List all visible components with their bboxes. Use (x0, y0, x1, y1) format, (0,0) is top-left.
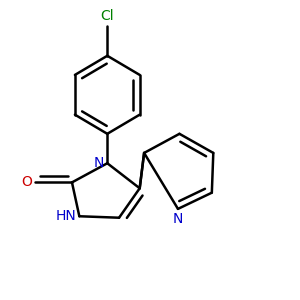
Text: Cl: Cl (100, 9, 114, 23)
Text: HN: HN (56, 209, 76, 223)
Text: N: N (173, 212, 183, 226)
Text: O: O (21, 176, 32, 189)
Text: N: N (94, 156, 104, 170)
